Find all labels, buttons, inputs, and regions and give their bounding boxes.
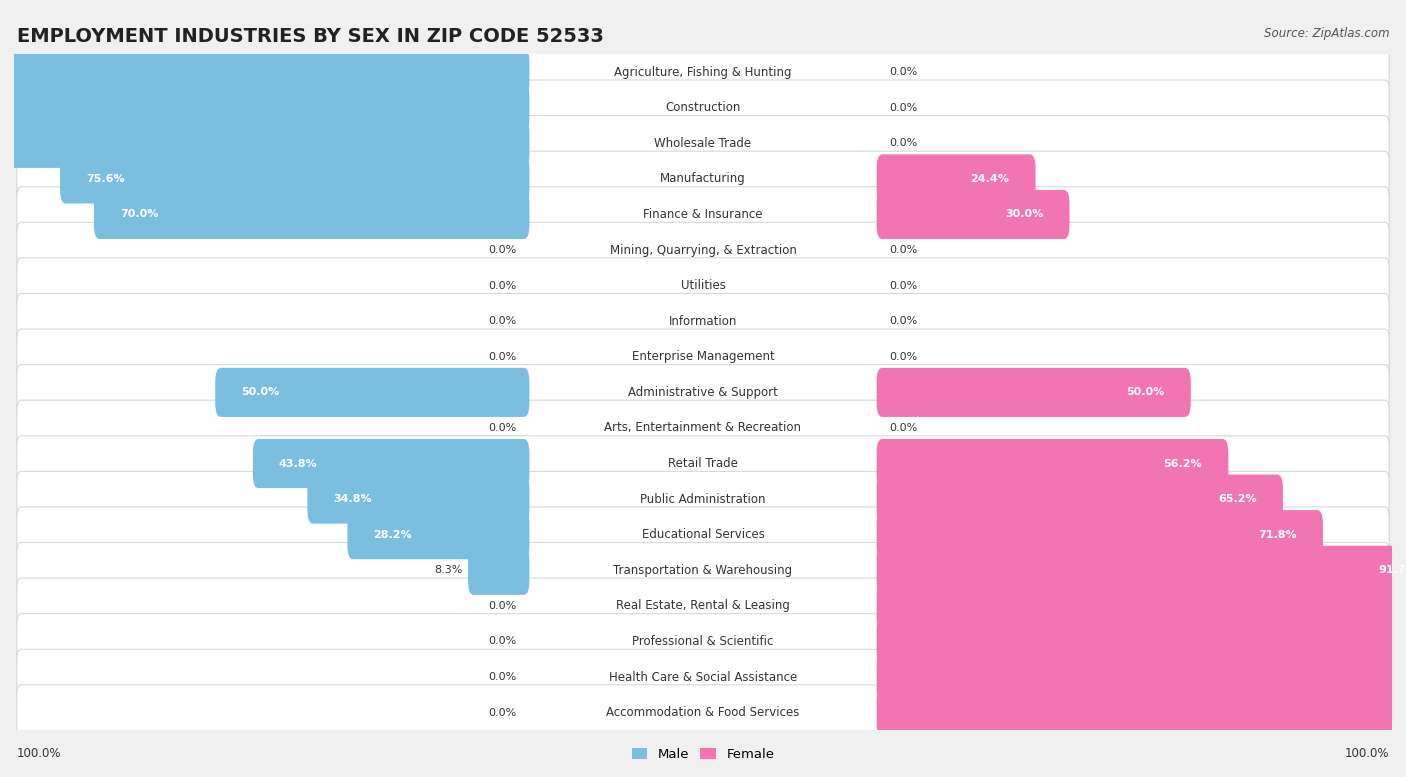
Text: Health Care & Social Assistance: Health Care & Social Assistance	[609, 671, 797, 684]
Text: 43.8%: 43.8%	[278, 458, 318, 469]
Text: Mining, Quarrying, & Extraction: Mining, Quarrying, & Extraction	[610, 243, 796, 256]
Text: 28.2%: 28.2%	[374, 530, 412, 540]
FancyBboxPatch shape	[17, 436, 1389, 491]
Text: Administrative & Support: Administrative & Support	[628, 386, 778, 399]
Text: Professional & Scientific: Professional & Scientific	[633, 635, 773, 648]
FancyBboxPatch shape	[876, 617, 1406, 666]
Text: 0.0%: 0.0%	[889, 423, 917, 433]
FancyBboxPatch shape	[215, 368, 530, 417]
Text: 0.0%: 0.0%	[889, 103, 917, 113]
FancyBboxPatch shape	[876, 155, 1036, 204]
Text: 24.4%: 24.4%	[970, 174, 1010, 184]
FancyBboxPatch shape	[308, 475, 530, 524]
FancyBboxPatch shape	[876, 439, 1229, 488]
Text: 0.0%: 0.0%	[489, 316, 517, 326]
FancyBboxPatch shape	[876, 653, 1406, 702]
Text: 0.0%: 0.0%	[489, 672, 517, 682]
Text: 0.0%: 0.0%	[489, 280, 517, 291]
Text: Finance & Insurance: Finance & Insurance	[644, 208, 762, 221]
FancyBboxPatch shape	[60, 155, 530, 204]
FancyBboxPatch shape	[347, 510, 530, 559]
FancyBboxPatch shape	[17, 542, 1389, 598]
FancyBboxPatch shape	[0, 47, 530, 96]
Legend: Male, Female: Male, Female	[631, 748, 775, 761]
Text: Information: Information	[669, 315, 737, 328]
Text: 34.8%: 34.8%	[333, 494, 373, 504]
Text: Manufacturing: Manufacturing	[661, 172, 745, 186]
FancyBboxPatch shape	[876, 510, 1323, 559]
Text: 0.0%: 0.0%	[489, 245, 517, 255]
FancyBboxPatch shape	[17, 294, 1389, 349]
Text: 8.3%: 8.3%	[434, 566, 463, 575]
Text: Construction: Construction	[665, 101, 741, 114]
FancyBboxPatch shape	[876, 190, 1070, 239]
FancyBboxPatch shape	[17, 186, 1389, 242]
Text: 0.0%: 0.0%	[889, 138, 917, 148]
Text: Wholesale Trade: Wholesale Trade	[654, 137, 752, 150]
Text: Utilities: Utilities	[681, 279, 725, 292]
FancyBboxPatch shape	[17, 507, 1389, 563]
Text: Retail Trade: Retail Trade	[668, 457, 738, 470]
Text: EMPLOYMENT INDUSTRIES BY SEX IN ZIP CODE 52533: EMPLOYMENT INDUSTRIES BY SEX IN ZIP CODE…	[17, 27, 603, 46]
FancyBboxPatch shape	[253, 439, 530, 488]
FancyBboxPatch shape	[0, 83, 530, 132]
Text: 70.0%: 70.0%	[120, 210, 159, 219]
FancyBboxPatch shape	[17, 364, 1389, 420]
Text: 0.0%: 0.0%	[889, 280, 917, 291]
Text: Transportation & Warehousing: Transportation & Warehousing	[613, 564, 793, 577]
FancyBboxPatch shape	[17, 152, 1389, 207]
Text: 0.0%: 0.0%	[889, 67, 917, 77]
Text: 0.0%: 0.0%	[889, 245, 917, 255]
Text: 100.0%: 100.0%	[17, 747, 62, 760]
FancyBboxPatch shape	[17, 222, 1389, 278]
FancyBboxPatch shape	[17, 400, 1389, 456]
Text: Educational Services: Educational Services	[641, 528, 765, 542]
Text: 0.0%: 0.0%	[489, 636, 517, 646]
FancyBboxPatch shape	[876, 545, 1406, 595]
Text: Accommodation & Food Services: Accommodation & Food Services	[606, 706, 800, 719]
Text: 71.8%: 71.8%	[1258, 530, 1296, 540]
FancyBboxPatch shape	[17, 685, 1389, 740]
Text: 0.0%: 0.0%	[889, 352, 917, 362]
Text: 0.0%: 0.0%	[889, 316, 917, 326]
Text: 65.2%: 65.2%	[1218, 494, 1257, 504]
FancyBboxPatch shape	[876, 368, 1191, 417]
FancyBboxPatch shape	[17, 329, 1389, 385]
Text: Source: ZipAtlas.com: Source: ZipAtlas.com	[1264, 27, 1389, 40]
FancyBboxPatch shape	[17, 258, 1389, 313]
Text: 0.0%: 0.0%	[489, 708, 517, 718]
FancyBboxPatch shape	[17, 44, 1389, 100]
FancyBboxPatch shape	[17, 80, 1389, 135]
Text: 75.6%: 75.6%	[86, 174, 125, 184]
Text: 56.2%: 56.2%	[1164, 458, 1202, 469]
FancyBboxPatch shape	[17, 116, 1389, 171]
Text: 50.0%: 50.0%	[242, 388, 280, 397]
FancyBboxPatch shape	[94, 190, 530, 239]
Text: 30.0%: 30.0%	[1005, 210, 1043, 219]
Text: 100.0%: 100.0%	[1344, 747, 1389, 760]
Text: Enterprise Management: Enterprise Management	[631, 350, 775, 364]
FancyBboxPatch shape	[17, 472, 1389, 527]
FancyBboxPatch shape	[876, 475, 1282, 524]
Text: 50.0%: 50.0%	[1126, 388, 1164, 397]
FancyBboxPatch shape	[876, 581, 1406, 630]
Text: Agriculture, Fishing & Hunting: Agriculture, Fishing & Hunting	[614, 66, 792, 78]
Text: Real Estate, Rental & Leasing: Real Estate, Rental & Leasing	[616, 599, 790, 612]
FancyBboxPatch shape	[17, 614, 1389, 669]
Text: 91.7%: 91.7%	[1379, 566, 1406, 575]
FancyBboxPatch shape	[876, 688, 1406, 737]
FancyBboxPatch shape	[468, 545, 530, 595]
Text: 0.0%: 0.0%	[489, 423, 517, 433]
Text: 0.0%: 0.0%	[489, 352, 517, 362]
FancyBboxPatch shape	[17, 578, 1389, 633]
Text: Arts, Entertainment & Recreation: Arts, Entertainment & Recreation	[605, 421, 801, 434]
Text: 0.0%: 0.0%	[489, 601, 517, 611]
Text: Public Administration: Public Administration	[640, 493, 766, 506]
FancyBboxPatch shape	[0, 119, 530, 168]
FancyBboxPatch shape	[17, 650, 1389, 705]
